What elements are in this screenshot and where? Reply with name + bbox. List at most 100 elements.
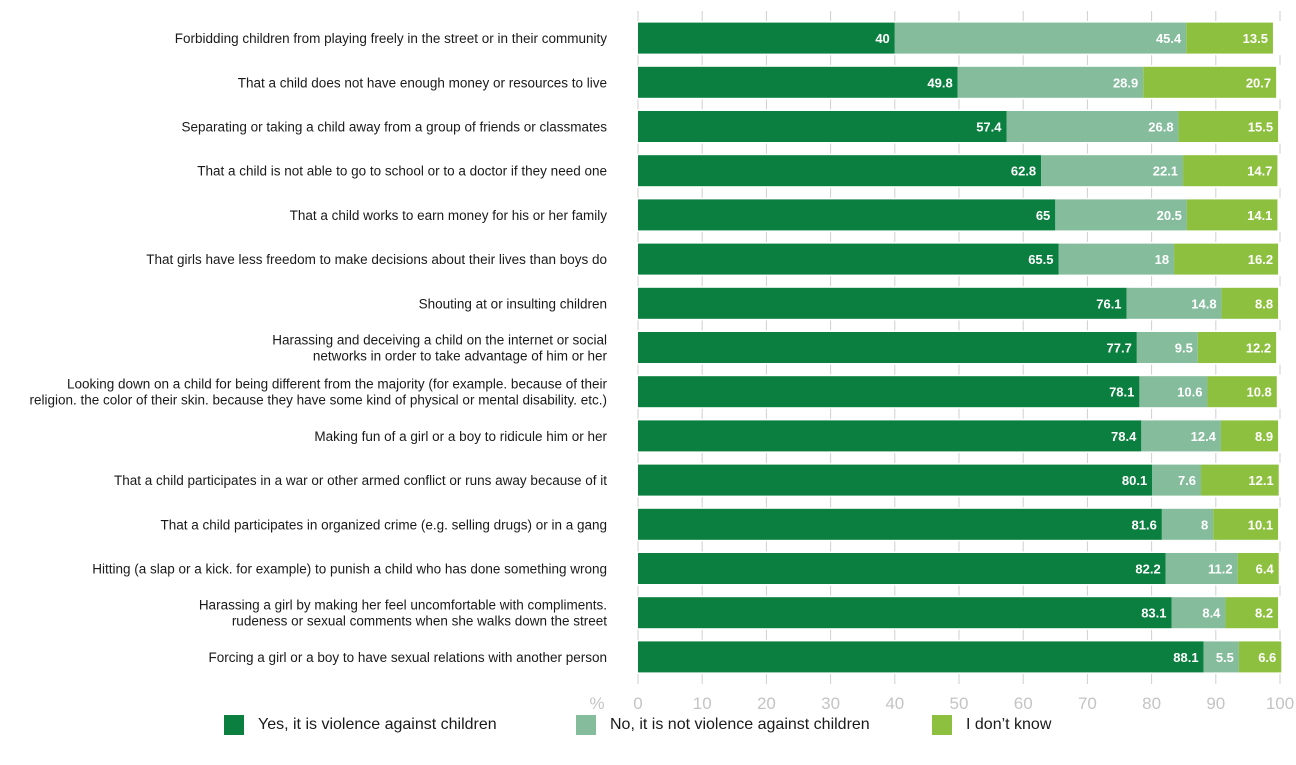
bar-segment xyxy=(1183,155,1278,187)
bar-segment xyxy=(1225,597,1279,629)
bar-segment xyxy=(638,66,958,98)
x-tick-label: 0 xyxy=(633,694,642,713)
data-label: 5.5 xyxy=(1216,650,1234,665)
bar-row: 78.4 12.4 8.9 xyxy=(638,420,1279,452)
legend-label-dont-know: I don’t know xyxy=(966,716,1052,733)
bar-segment xyxy=(638,199,1056,231)
bar-segment xyxy=(1006,111,1179,142)
data-label: 20.5 xyxy=(1157,208,1182,223)
category-label: Forcing a girl or a boy to have sexual r… xyxy=(209,650,607,665)
bar-segment xyxy=(1237,553,1279,584)
bar-row: 62.8 22.1 14.7 xyxy=(638,155,1278,187)
category-label: That a child participates in organized c… xyxy=(161,517,607,532)
bar-segment xyxy=(638,597,1172,629)
category-label: Making fun of a girl or a boy to ridicul… xyxy=(314,429,607,444)
bar-row: 78.1 10.6 10.8 xyxy=(638,376,1277,408)
data-label: 10.6 xyxy=(1177,385,1202,400)
bar-row: 65.5 18 16.2 xyxy=(638,243,1279,275)
x-tick-label: 80 xyxy=(1142,694,1161,713)
bar-row: 76.1 14.8 8.8 xyxy=(638,287,1279,319)
category-label: Separating or taking a child away from a… xyxy=(182,120,608,135)
data-label: 76.1 xyxy=(1096,296,1121,311)
bar-segment xyxy=(1174,243,1279,275)
data-label: 40 xyxy=(875,31,889,46)
category-label: That a child participates in a war or ot… xyxy=(114,473,607,488)
category-label: Hitting (a slap or a kick. for example) … xyxy=(92,562,607,577)
data-label: 57.4 xyxy=(976,120,1002,135)
bar-row: 83.1 8.4 8.2 xyxy=(638,597,1279,629)
x-tick-label: 10 xyxy=(693,694,712,713)
data-label: 7.6 xyxy=(1178,473,1196,488)
data-label: 26.8 xyxy=(1148,120,1173,135)
legend-item-yes: Yes, it is violence against children xyxy=(224,715,556,735)
data-label: 16.2 xyxy=(1248,252,1273,267)
bar-segment xyxy=(1143,66,1277,98)
data-label: 6.6 xyxy=(1258,650,1276,665)
data-label: 49.8 xyxy=(927,75,952,90)
data-label: 18 xyxy=(1155,252,1169,267)
data-label: 45.4 xyxy=(1156,31,1182,46)
x-tick-label: 90 xyxy=(1206,694,1225,713)
category-label-line: networks in order to take advantage of h… xyxy=(313,349,608,364)
category-label: That a child is not able to go to school… xyxy=(197,164,607,179)
data-label: 62.8 xyxy=(1011,164,1036,179)
bar-segment xyxy=(1041,155,1184,187)
data-label: 10.8 xyxy=(1246,385,1271,400)
bar-segment xyxy=(638,287,1127,319)
category-label-line: rudeness or sexual comments when she wal… xyxy=(232,614,607,629)
x-tick-label: 50 xyxy=(950,694,969,713)
data-label: 6.4 xyxy=(1256,562,1275,577)
bar-segment xyxy=(638,243,1059,275)
bar-row: 49.8 28.9 20.7 xyxy=(638,66,1277,98)
data-label: 80.1 xyxy=(1122,473,1147,488)
data-label: 83.1 xyxy=(1141,606,1166,621)
bar-segment xyxy=(1178,111,1279,142)
bar-segment xyxy=(638,508,1162,540)
bar-segment xyxy=(1221,287,1279,319)
data-label: 81.6 xyxy=(1132,517,1157,532)
category-label: Shouting at or insulting children xyxy=(419,296,607,311)
data-label: 9.5 xyxy=(1175,341,1193,356)
bar-row: 40 45.4 13.5 xyxy=(638,22,1273,54)
data-label: 20.7 xyxy=(1246,75,1271,90)
data-label: 65 xyxy=(1036,208,1050,223)
bar-segment xyxy=(638,420,1142,452)
data-label: 14.7 xyxy=(1247,164,1272,179)
bar-segment xyxy=(1213,508,1279,540)
data-label: 8 xyxy=(1201,517,1208,532)
data-label: 12.4 xyxy=(1191,429,1217,444)
bar-segment xyxy=(1201,464,1279,496)
data-label: 88.1 xyxy=(1173,650,1198,665)
category-label: Harassing and deceiving a child on the i… xyxy=(272,333,607,364)
category-label-line: religion. the color of their skin. becau… xyxy=(29,393,607,408)
x-tick-label: 40 xyxy=(885,694,904,713)
data-label: 10.1 xyxy=(1248,517,1273,532)
bar-segment xyxy=(1171,597,1226,629)
legend: Yes, it is violence against children No,… xyxy=(224,715,1071,735)
bar-segment xyxy=(1203,641,1239,673)
category-label: That a child works to earn money for his… xyxy=(290,208,608,223)
x-axis-unit-label: % xyxy=(589,694,604,713)
data-label: 8.8 xyxy=(1255,296,1273,311)
data-label: 78.1 xyxy=(1109,385,1134,400)
bar-segment xyxy=(638,332,1137,363)
category-label: Forbidding children from playing freely … xyxy=(175,31,607,46)
category-label-line: Looking down on a child for being differ… xyxy=(67,377,608,392)
bar-segment xyxy=(638,376,1140,408)
data-label: 22.1 xyxy=(1153,164,1178,179)
bar-segment xyxy=(1165,553,1238,584)
bar-row: 88.1 5.5 6.6 xyxy=(638,641,1282,673)
data-label: 65.5 xyxy=(1028,252,1053,267)
data-label: 8.9 xyxy=(1255,429,1273,444)
data-label: 14.1 xyxy=(1247,208,1272,223)
bar-row: 80.1 7.6 12.1 xyxy=(638,464,1279,496)
category-label-line: Harassing a girl by making her feel unco… xyxy=(199,598,607,613)
bar-segment xyxy=(1186,199,1278,231)
legend-swatch-dont-know xyxy=(932,715,952,735)
data-label: 78.4 xyxy=(1111,429,1137,444)
bar-segment xyxy=(1136,332,1198,363)
bar-segment xyxy=(638,22,895,54)
bar-segment xyxy=(638,111,1007,142)
bar-segment xyxy=(638,464,1153,496)
bar-row: 77.7 9.5 12.2 xyxy=(638,332,1277,363)
